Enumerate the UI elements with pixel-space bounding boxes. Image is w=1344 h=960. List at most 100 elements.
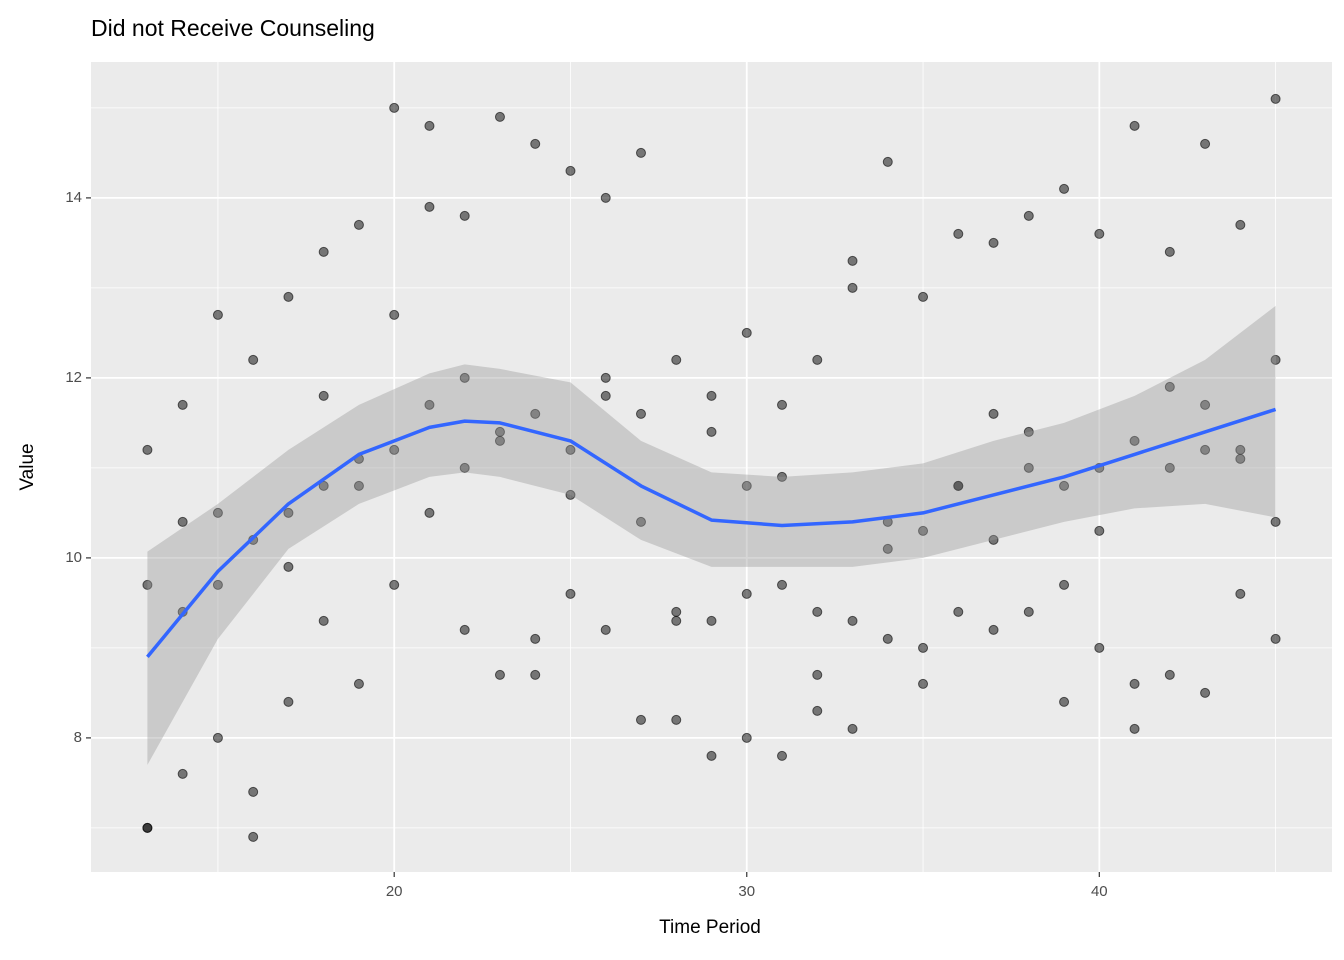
point: [283, 291, 294, 302]
point: [1164, 462, 1175, 473]
point: [635, 147, 646, 158]
point: [741, 480, 752, 491]
point: [212, 579, 223, 590]
point: [353, 678, 364, 689]
point: [283, 507, 294, 518]
point: [882, 156, 893, 167]
point: [494, 669, 505, 680]
point: [424, 399, 435, 410]
x-tick-label: 30: [738, 883, 755, 900]
point: [706, 390, 717, 401]
point: [1129, 120, 1140, 131]
point: [318, 615, 329, 626]
point: [1270, 516, 1281, 527]
point: [1059, 696, 1070, 707]
point: [882, 633, 893, 644]
point: [177, 399, 188, 410]
point: [812, 606, 823, 617]
point: [142, 822, 153, 833]
point: [635, 408, 646, 419]
point: [1094, 228, 1105, 239]
point: [353, 480, 364, 491]
point: [318, 246, 329, 257]
y-tick-label: 8: [74, 729, 82, 746]
point: [389, 309, 400, 320]
point: [953, 228, 964, 239]
point: [882, 543, 893, 554]
point: [918, 642, 929, 653]
point: [1059, 480, 1070, 491]
point: [1023, 210, 1034, 221]
point: [812, 705, 823, 716]
point: [706, 750, 717, 761]
point: [671, 714, 682, 725]
point: [1164, 381, 1175, 392]
point: [777, 750, 788, 761]
point: [812, 669, 823, 680]
point: [1129, 678, 1140, 689]
point: [565, 165, 576, 176]
point: [494, 111, 505, 122]
point: [389, 444, 400, 455]
point: [283, 696, 294, 707]
point: [635, 516, 646, 527]
point: [741, 732, 752, 743]
point: [459, 210, 470, 221]
point: [1235, 453, 1246, 464]
point: [1164, 246, 1175, 257]
point: [847, 723, 858, 734]
point: [1059, 579, 1070, 590]
point: [318, 390, 329, 401]
point: [1023, 606, 1034, 617]
point: [248, 831, 259, 842]
point: [212, 507, 223, 518]
point: [1270, 354, 1281, 365]
point: [1023, 462, 1034, 473]
point: [530, 138, 541, 149]
point: [1200, 687, 1211, 698]
point: [1094, 642, 1105, 653]
chart-title: Did not Receive Counseling: [91, 15, 375, 41]
point: [248, 786, 259, 797]
point: [318, 480, 329, 491]
point: [1164, 669, 1175, 680]
point: [600, 390, 611, 401]
point: [1270, 633, 1281, 644]
point: [600, 192, 611, 203]
point: [918, 678, 929, 689]
point: [1270, 93, 1281, 104]
point: [600, 624, 611, 635]
point: [953, 480, 964, 491]
point: [741, 327, 752, 338]
point: [494, 435, 505, 446]
point: [459, 624, 470, 635]
point: [635, 714, 646, 725]
point: [1200, 399, 1211, 410]
y-tick-label: 12: [65, 369, 82, 386]
point: [459, 372, 470, 383]
point: [1059, 183, 1070, 194]
point: [1235, 588, 1246, 599]
point: [918, 525, 929, 536]
point: [212, 309, 223, 320]
point: [530, 669, 541, 680]
point: [988, 237, 999, 248]
point: [847, 282, 858, 293]
confidence-band: [147, 305, 1276, 765]
y-axis-label: Value: [17, 443, 38, 490]
point: [1023, 426, 1034, 437]
point: [177, 768, 188, 779]
y-tick-label: 14: [65, 189, 82, 206]
y-tick-label: 10: [65, 549, 82, 566]
point: [424, 507, 435, 518]
point: [988, 408, 999, 419]
point: [142, 579, 153, 590]
point: [918, 291, 929, 302]
point: [671, 606, 682, 617]
x-tick-label: 40: [1091, 883, 1108, 900]
point: [424, 120, 435, 131]
point: [671, 354, 682, 365]
point: [142, 444, 153, 455]
point: [671, 615, 682, 626]
